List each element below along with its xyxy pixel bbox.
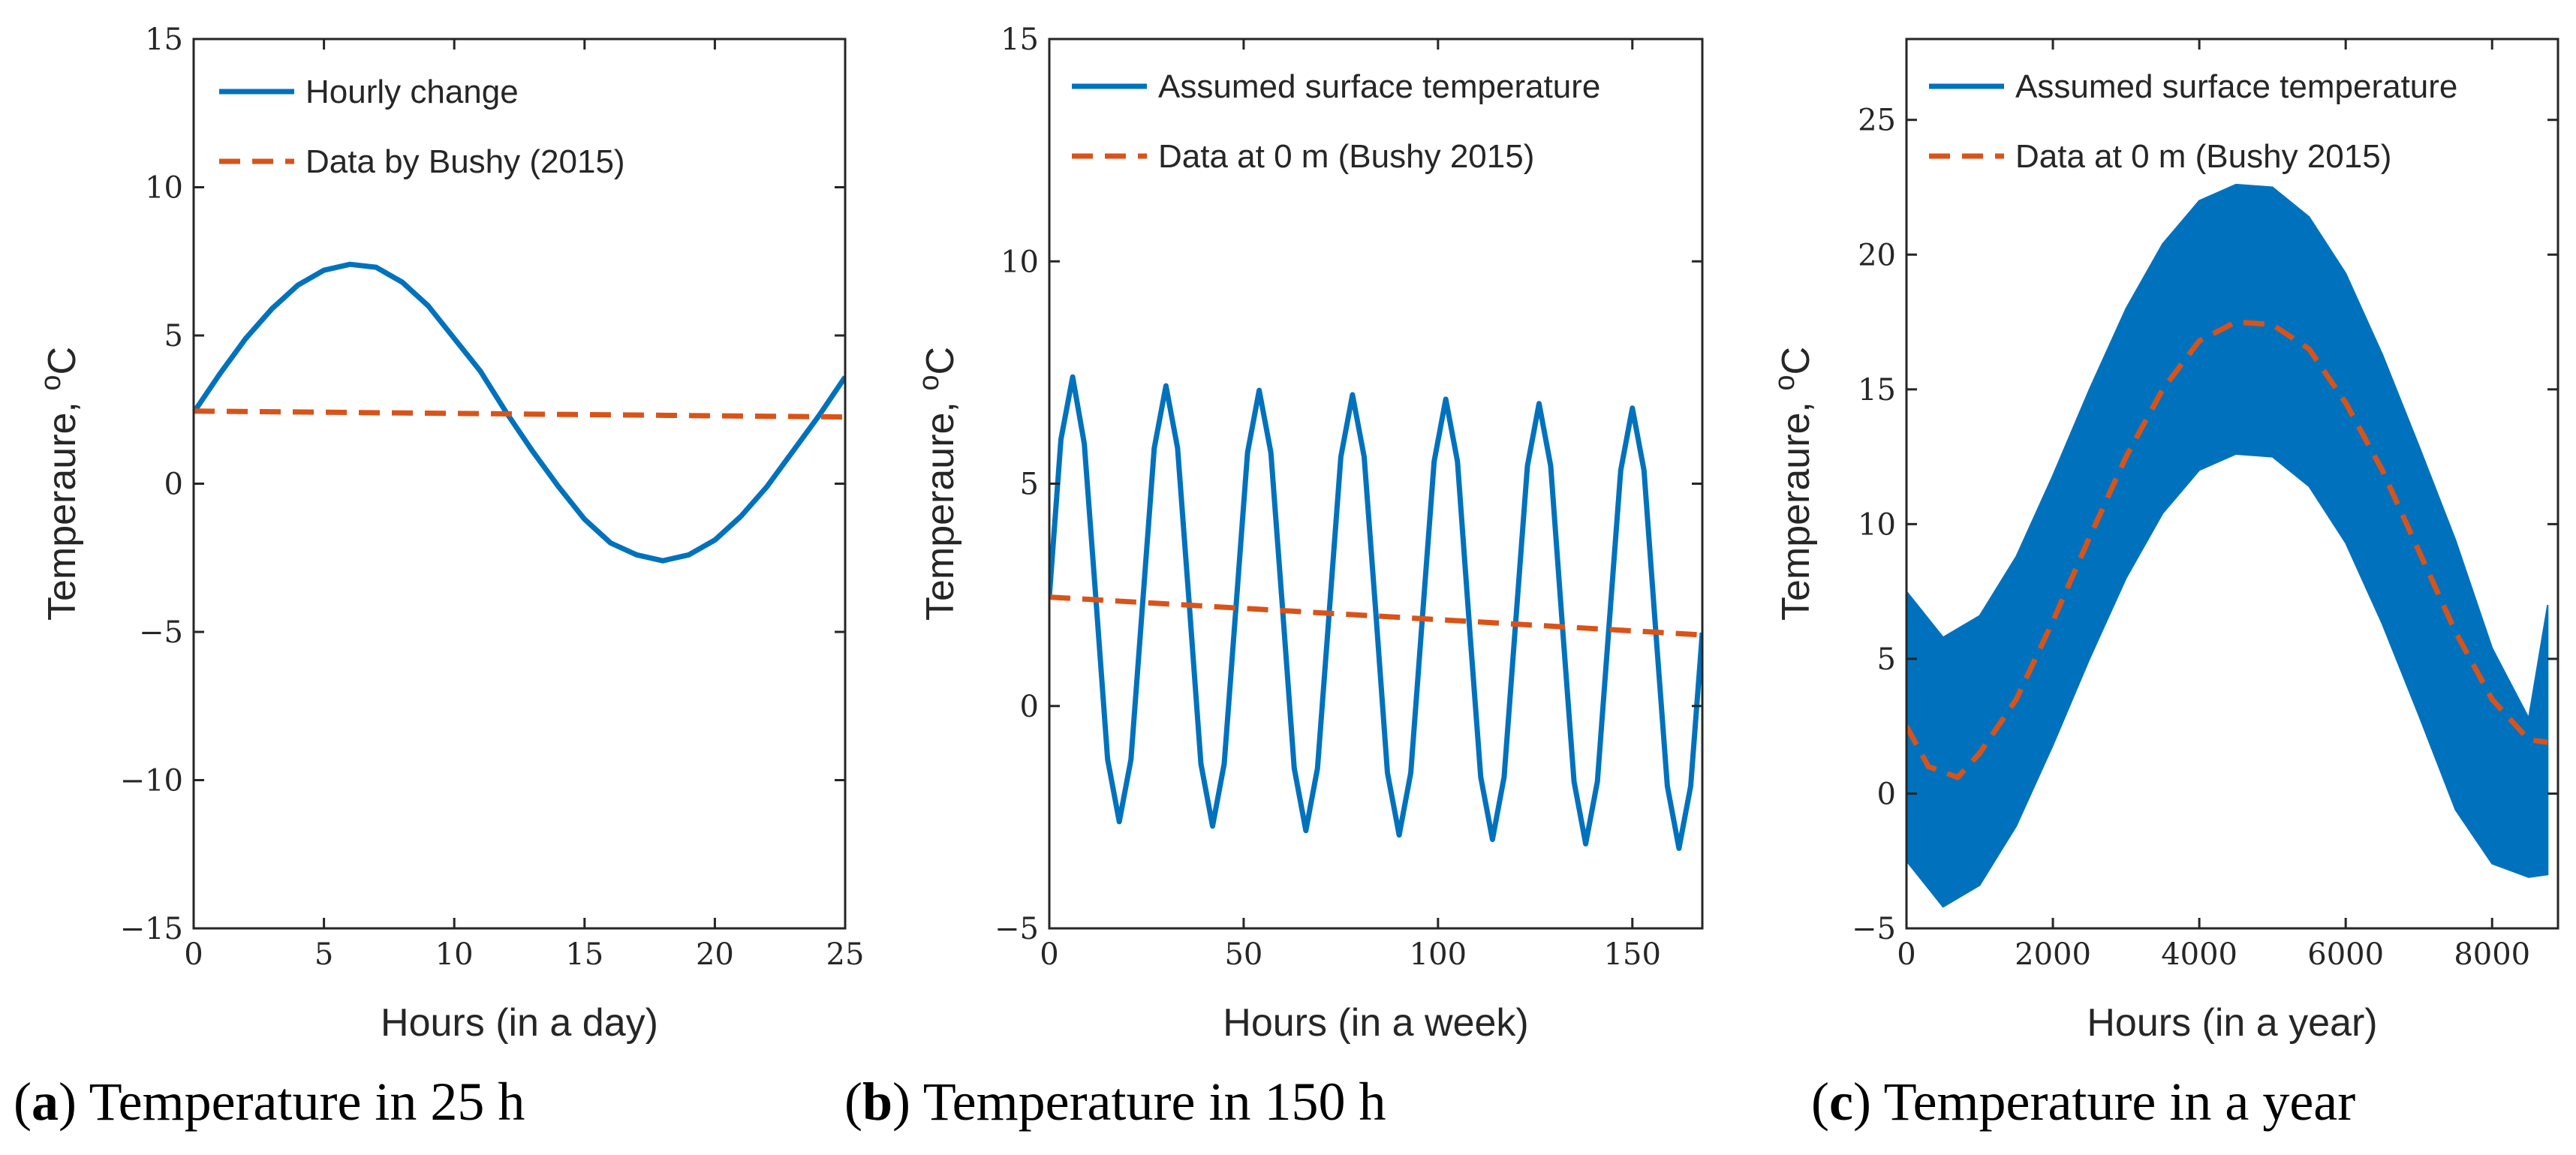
series-line-0 bbox=[1049, 374, 1702, 851]
panel-caption: (a) Temperature in 25 h bbox=[14, 1072, 525, 1132]
axes-frame bbox=[1905, 38, 2559, 930]
x-axis-label: Hours (in a week) bbox=[1223, 1001, 1528, 1045]
x-tick-label: 2000 bbox=[2015, 937, 2091, 972]
x-tick-label: 0 bbox=[184, 937, 203, 972]
y-tick-label: 10 bbox=[145, 171, 183, 206]
y-tick-label: 25 bbox=[1858, 104, 1896, 138]
series-line-1 bbox=[194, 408, 845, 420]
legend-label-0: Hourly change bbox=[305, 74, 519, 110]
x-tick-label: 0 bbox=[1040, 937, 1058, 972]
x-tick-label: 6000 bbox=[2307, 937, 2384, 972]
y-tick-label: 0 bbox=[164, 468, 183, 502]
legend-label-1: Data at 0 m (Bushy 2015) bbox=[2015, 138, 2391, 175]
x-tick-label: 10 bbox=[435, 937, 474, 972]
x-tick-label: 5 bbox=[314, 937, 333, 972]
series-line-0 bbox=[194, 261, 845, 564]
y-tick-label: 15 bbox=[1001, 23, 1039, 57]
x-tick-label: 50 bbox=[1224, 937, 1262, 972]
legend-label-0: Assumed surface temperature bbox=[2015, 68, 2457, 105]
x-tick-label: 25 bbox=[826, 937, 865, 972]
y-tick-label: 0 bbox=[1020, 690, 1039, 724]
x-axis-label: Hours (in a day) bbox=[381, 1001, 658, 1045]
series-line-1 bbox=[1049, 594, 1702, 638]
y-tick-label: 5 bbox=[164, 319, 183, 353]
x-tick-label: 100 bbox=[1410, 937, 1467, 972]
x-tick-label: 8000 bbox=[2454, 937, 2530, 972]
legend-label-0: Assumed surface temperature bbox=[1158, 68, 1600, 105]
y-tick-label: −5 bbox=[139, 615, 183, 650]
x-tick-label: 150 bbox=[1604, 937, 1661, 972]
y-tick-label: 5 bbox=[1020, 468, 1039, 502]
x-tick-label: 0 bbox=[1897, 937, 1915, 972]
panel-caption: (b) Temperature in 150 h bbox=[844, 1072, 1386, 1132]
y-axis-label: Temperaure, oC bbox=[1769, 347, 1818, 621]
plot-area bbox=[194, 261, 845, 564]
y-tick-label: −15 bbox=[120, 912, 183, 946]
y-tick-label: 15 bbox=[145, 23, 183, 57]
legend-label-1: Data by Bushy (2015) bbox=[305, 143, 625, 180]
legend-label-1: Data at 0 m (Bushy 2015) bbox=[1158, 138, 1534, 175]
y-tick-label: 5 bbox=[1877, 642, 1896, 677]
legend: Assumed surface temperature Data at 0 m (… bbox=[1072, 68, 1600, 175]
y-tick-label: 10 bbox=[1001, 245, 1039, 279]
series-band-0 bbox=[1906, 183, 2549, 908]
panel-caption: (c) Temperature in a year bbox=[1811, 1072, 2355, 1132]
plot-area bbox=[1906, 183, 2549, 908]
y-tick-label: 20 bbox=[1858, 238, 1896, 272]
y-axis-label: Temperaure, oC bbox=[35, 347, 84, 621]
chart-panel-a: 0 5 10 15 20 25 −15 −10 −5 0 5 10 15 Hours (in a day)… bbox=[14, 23, 864, 1132]
x-axis-label: Hours (in a year) bbox=[2087, 1001, 2377, 1045]
legend: Hourly change Data by Bushy (2015) bbox=[219, 74, 625, 180]
y-tick-label: 0 bbox=[1877, 777, 1896, 811]
legend: Assumed surface temperature Data at 0 m (… bbox=[1929, 68, 2457, 175]
x-tick-label: 4000 bbox=[2161, 937, 2237, 972]
x-tick-label: 15 bbox=[565, 937, 603, 972]
y-tick-label: −5 bbox=[995, 912, 1039, 946]
y-tick-label: −10 bbox=[120, 764, 183, 799]
plot-area bbox=[1049, 374, 1702, 851]
y-tick-label: 10 bbox=[1858, 507, 1896, 542]
y-tick-label: 15 bbox=[1858, 373, 1896, 408]
y-tick-label: −5 bbox=[1852, 912, 1896, 946]
y-axis-label: Temperaure, oC bbox=[913, 347, 962, 621]
x-tick-label: 20 bbox=[696, 937, 734, 972]
series-line-1 bbox=[1906, 319, 2548, 781]
